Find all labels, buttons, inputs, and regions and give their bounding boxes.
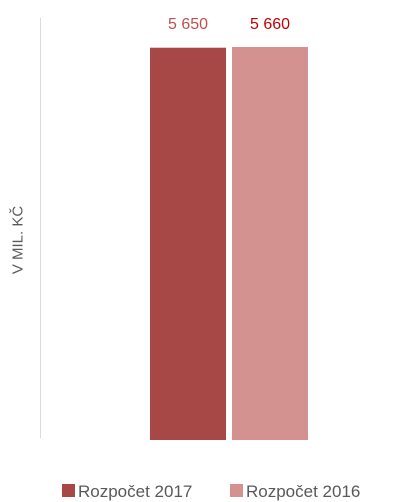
bars-group (150, 47, 308, 441)
legend-swatch-rozpocet-2017 (62, 484, 75, 497)
y-axis-label: V MIL. KČ (10, 206, 27, 275)
data-label-rozpocet-2016: 5 660 (250, 16, 290, 33)
legend-label-rozpocet-2016: Rozpočet 2016 (246, 482, 360, 501)
legend-label-rozpocet-2017: Rozpočet 2017 (78, 482, 192, 501)
bar-rozpocet-2016 (232, 47, 308, 440)
bar-rozpocet-2017 (150, 47, 226, 441)
legend-swatch-rozpocet-2016 (230, 484, 243, 497)
legend: Rozpočet 2017 Rozpočet 2016 (62, 482, 360, 501)
data-label-rozpocet-2017: 5 650 (168, 16, 208, 33)
data-labels-group: 5 650 5 660 (168, 16, 290, 33)
